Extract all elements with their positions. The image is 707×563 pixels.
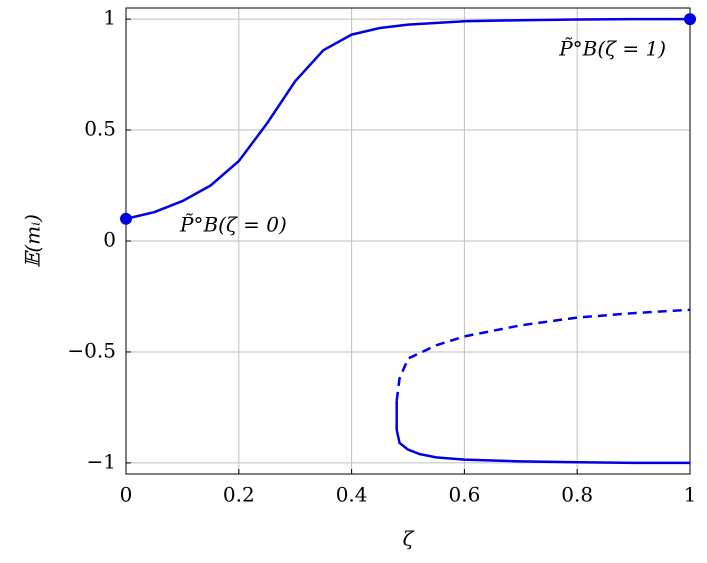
x-axis-label: ζ bbox=[403, 527, 415, 551]
y-axis-label: 𝔼(mᵢ) bbox=[21, 214, 45, 268]
annotation: P̃°B(ζ = 1) bbox=[558, 37, 666, 61]
x-tick-label: 1 bbox=[684, 483, 697, 507]
x-tick-label: 0.8 bbox=[561, 483, 593, 507]
point bbox=[120, 212, 132, 225]
y-tick-label: 1 bbox=[103, 6, 116, 30]
line bbox=[395, 400, 690, 465]
x-tick-label: 0.4 bbox=[336, 483, 368, 507]
plot-frame bbox=[125, 7, 691, 475]
annotation: P̃°B(ζ = 0) bbox=[179, 213, 287, 237]
line bbox=[125, 17, 690, 221]
y-tick-label: 0.5 bbox=[84, 117, 116, 141]
x-tick-label: 0.6 bbox=[448, 483, 480, 507]
line bbox=[395, 308, 691, 401]
y-tick-label: −0.5 bbox=[67, 338, 116, 362]
x-tick-label: 0 bbox=[120, 483, 133, 507]
point bbox=[684, 13, 696, 26]
y-tick-label: 0 bbox=[103, 228, 116, 252]
y-tick-label: −1 bbox=[87, 449, 116, 473]
x-tick-label: 0.2 bbox=[223, 483, 255, 507]
